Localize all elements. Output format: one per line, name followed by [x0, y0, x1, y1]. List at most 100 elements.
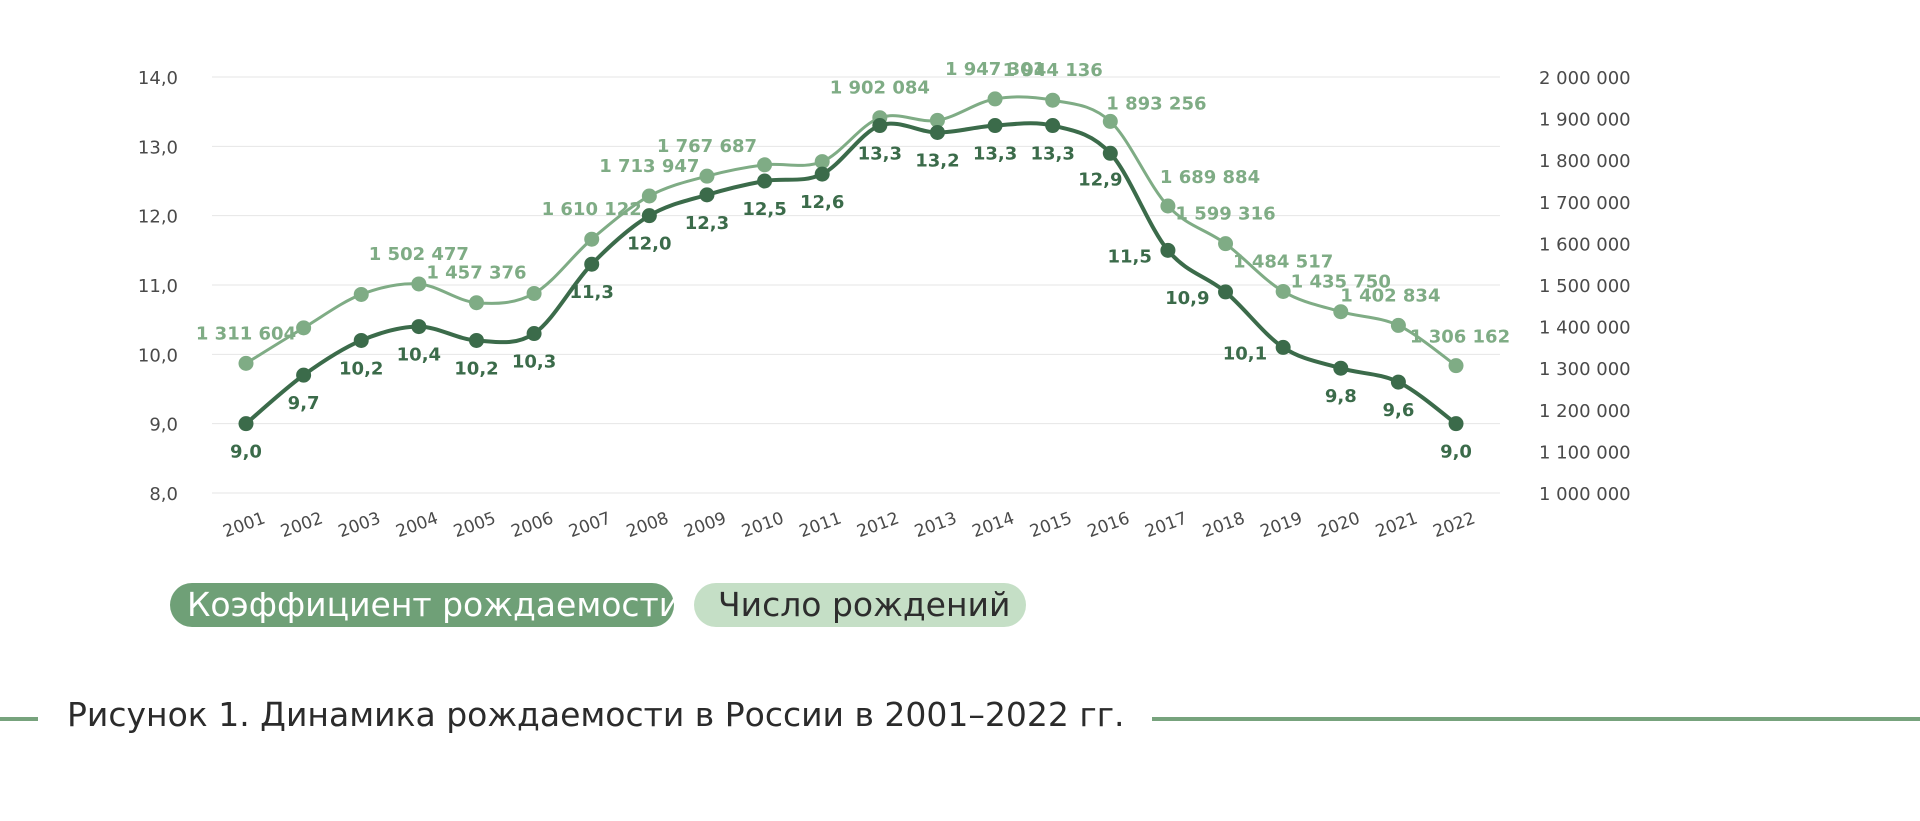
birth-rate-data-label: 10,9: [1165, 288, 1209, 309]
births-point: [699, 168, 715, 184]
x-tick-label: 2009: [682, 509, 729, 543]
y-left-tick-label: 14,0: [138, 68, 178, 89]
birth-rate-data-label: 9,0: [230, 442, 262, 463]
birth-rate-point: [1102, 145, 1118, 161]
births-data-label: 1 457 376: [426, 263, 526, 284]
birth-rate-data-label: 10,1: [1223, 343, 1267, 364]
figure-caption: Рисунок 1. Динамика рождаемости в России…: [67, 695, 1125, 734]
birth-rate-point: [872, 118, 888, 134]
births-data-label: 1 435 750: [1291, 272, 1391, 293]
births-point: [238, 355, 254, 371]
x-tick-label: 2001: [221, 509, 268, 543]
y-right-tick-label: 1 500 000: [1539, 276, 1631, 297]
legend-item-births: Число рождений: [694, 583, 1026, 627]
x-tick-label: 2017: [1142, 509, 1189, 543]
y-right-tick-label: 1 400 000: [1539, 318, 1631, 339]
birth-rate-point: [1333, 360, 1349, 376]
x-tick-label: 2015: [1027, 509, 1074, 543]
births-point: [641, 188, 657, 204]
x-tick-label: 2005: [451, 509, 498, 543]
birth-rate-data-label: 13,3: [858, 144, 902, 165]
births-data-label: 1 902 084: [830, 78, 930, 99]
births-point: [468, 295, 484, 311]
births-point: [1333, 304, 1349, 320]
birth-rate-data-label: 9,6: [1382, 400, 1414, 421]
birth-rate-point: [584, 256, 600, 272]
y-right-tick-label: 1 800 000: [1539, 151, 1631, 172]
x-tick-label: 2007: [566, 509, 613, 543]
y-left-tick-label: 9,0: [149, 415, 178, 436]
births-data-label: 1 311 604: [196, 323, 296, 344]
y-right-tick-label: 2 000 000: [1539, 68, 1631, 89]
birth-rate-data-label: 12,9: [1078, 169, 1122, 190]
y-left-tick-label: 8,0: [149, 484, 178, 505]
birth-rate-data-label: 9,8: [1325, 386, 1357, 407]
y-right-tick-label: 1 200 000: [1539, 401, 1631, 422]
births-point: [584, 231, 600, 247]
births-line: [245, 95, 1457, 367]
birth-rate-point: [1390, 374, 1406, 390]
x-tick-label: 2018: [1200, 509, 1247, 543]
birth-rate-data-label: 11,5: [1107, 246, 1151, 267]
births-point: [814, 154, 830, 170]
y-left-tick-label: 11,0: [138, 276, 178, 297]
x-tick-label: 2012: [854, 509, 901, 543]
births-data-label: 1 306 162: [1410, 327, 1510, 348]
birth-rate-point: [468, 332, 484, 348]
births-point: [1218, 236, 1234, 252]
births-data-label: 1 599 316: [1175, 204, 1275, 225]
birth-rate-point: [699, 187, 715, 203]
births-point: [526, 285, 542, 301]
births-data-label: 1 893 256: [1106, 93, 1206, 114]
birth-rate-point: [641, 208, 657, 224]
birth-rate-data-label: 10,2: [454, 358, 498, 379]
birth-rate-data-label: 10,2: [339, 358, 383, 379]
y-right-tick-label: 1 900 000: [1539, 110, 1631, 131]
x-tick-label: 2004: [393, 509, 440, 543]
birth-rate-data-label: 13,2: [915, 150, 959, 171]
y-right-tick-label: 1 300 000: [1539, 359, 1631, 380]
births-point: [353, 286, 369, 302]
data-labels: 9,0 9,7 10,2 10,4 10,2 10,3 11,3 12,0 12,3 12,5 12…: [196, 59, 1510, 463]
birth-rate-point: [238, 416, 254, 432]
x-tick-label: 2021: [1373, 509, 1420, 543]
birth-rate-point: [1218, 284, 1234, 300]
birth-rate-point: [411, 319, 427, 335]
x-tick-label: 2022: [1431, 509, 1478, 543]
y-right-tick-label: 1 100 000: [1539, 442, 1631, 463]
x-tick-label: 2016: [1085, 509, 1132, 543]
caption-rule-left: [0, 717, 38, 721]
birth-rate-data-label: 12,5: [742, 199, 786, 220]
y-left-tick-label: 10,0: [138, 345, 178, 366]
y-left-tick-label: 13,0: [138, 137, 178, 158]
births-point: [1448, 358, 1464, 374]
birth-rate-point: [1160, 242, 1176, 258]
birth-rate-data-label: 10,4: [397, 345, 441, 366]
births-data-label: 1 402 834: [1340, 285, 1440, 306]
birth-rate-point: [814, 166, 830, 182]
birth-rate-data-label: 11,3: [570, 282, 614, 303]
x-axis: 2001 2002 2003 2004 2005 2006 2007 2008 2009 2010…: [221, 509, 1479, 543]
y-axis-left: 8,0 9,0 10,0 11,0 12,0 13,0 14,0: [138, 68, 178, 505]
x-tick-label: 2014: [970, 509, 1017, 543]
births-point: [1102, 113, 1118, 129]
births-data-label: 1 713 947: [599, 156, 699, 177]
birth-rate-point: [1275, 339, 1291, 355]
births-point: [296, 320, 312, 336]
birth-rate-data-label: 12,3: [685, 213, 729, 234]
birth-rate-point: [1448, 416, 1464, 432]
births-data-label: 1 947 301: [945, 59, 1045, 80]
births-point: [1160, 198, 1176, 214]
births-point: [1390, 317, 1406, 333]
birth-rate-data-label: 9,7: [288, 393, 320, 414]
births-point: [1045, 92, 1061, 108]
birth-rate-point: [929, 124, 945, 140]
caption-rule-right: [1152, 717, 1920, 721]
birth-rate-point: [526, 326, 542, 342]
x-tick-label: 2010: [739, 509, 786, 543]
legend-item-birth-rate: Коэффициент рождаемости: [170, 583, 680, 627]
births-data-label: 1 944 136: [1003, 60, 1103, 81]
birth-rate-point: [353, 332, 369, 348]
birth-rate-point: [1045, 118, 1061, 134]
